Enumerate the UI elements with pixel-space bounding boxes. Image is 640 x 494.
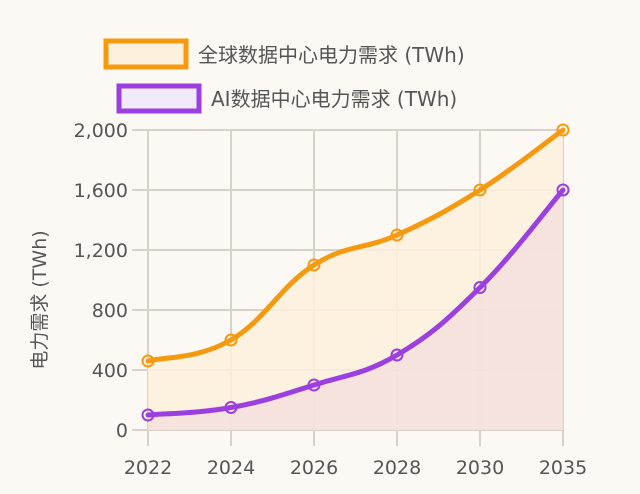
series-line-0 — [145, 127, 566, 364]
y-axis-title: 电力需求 (TWh) — [29, 230, 51, 369]
data-point[interactable] — [556, 123, 570, 137]
data-point[interactable] — [224, 401, 238, 414]
data-point[interactable] — [390, 348, 404, 362]
data-point[interactable] — [141, 408, 155, 422]
points — [141, 123, 570, 422]
data-point[interactable] — [224, 333, 238, 347]
x-tick-label: 2035 — [539, 457, 587, 479]
data-point[interactable] — [473, 281, 487, 294]
data-point[interactable] — [390, 228, 404, 242]
legend-swatch-ai — [116, 83, 202, 114]
y-tick-label: 400 — [92, 360, 128, 382]
y-tick-label: 1,200 — [74, 240, 128, 262]
legend-label-global: 全球数据中心电力需求 (TWh) — [198, 43, 465, 67]
data-point[interactable] — [307, 378, 321, 392]
x-axis-ticks: 2022 2024 2026 2028 2030 2035 — [124, 457, 587, 479]
y-tick-label: 1,600 — [74, 180, 128, 202]
x-tick-label: 2024 — [207, 457, 255, 479]
legend: 全球数据中心电力需求 (TWh) AI数据中心电力需求 (TWh) — [103, 38, 465, 114]
legend-swatch-global — [103, 38, 189, 70]
series-area-1 — [148, 190, 563, 430]
y-tick-label: 0 — [116, 420, 128, 442]
data-point[interactable] — [307, 258, 321, 272]
x-tick-label: 2030 — [456, 457, 504, 479]
data-point[interactable] — [556, 183, 570, 197]
x-tick-label: 2026 — [290, 457, 338, 479]
legend-item-ai[interactable]: AI数据中心电力需求 (TWh) — [116, 83, 457, 114]
x-tick-label: 2028 — [373, 457, 421, 479]
legend-label-ai: AI数据中心电力需求 (TWh) — [211, 87, 457, 111]
y-tick-label: 2,000 — [74, 120, 128, 142]
y-axis-ticks: 0 400 800 1,200 1,600 2,000 — [74, 120, 128, 442]
x-tick-label: 2022 — [124, 457, 172, 479]
data-point[interactable] — [141, 354, 155, 368]
data-point[interactable] — [473, 183, 487, 197]
legend-item-global[interactable]: 全球数据中心电力需求 (TWh) — [103, 38, 465, 70]
y-tick-label: 800 — [92, 300, 128, 322]
